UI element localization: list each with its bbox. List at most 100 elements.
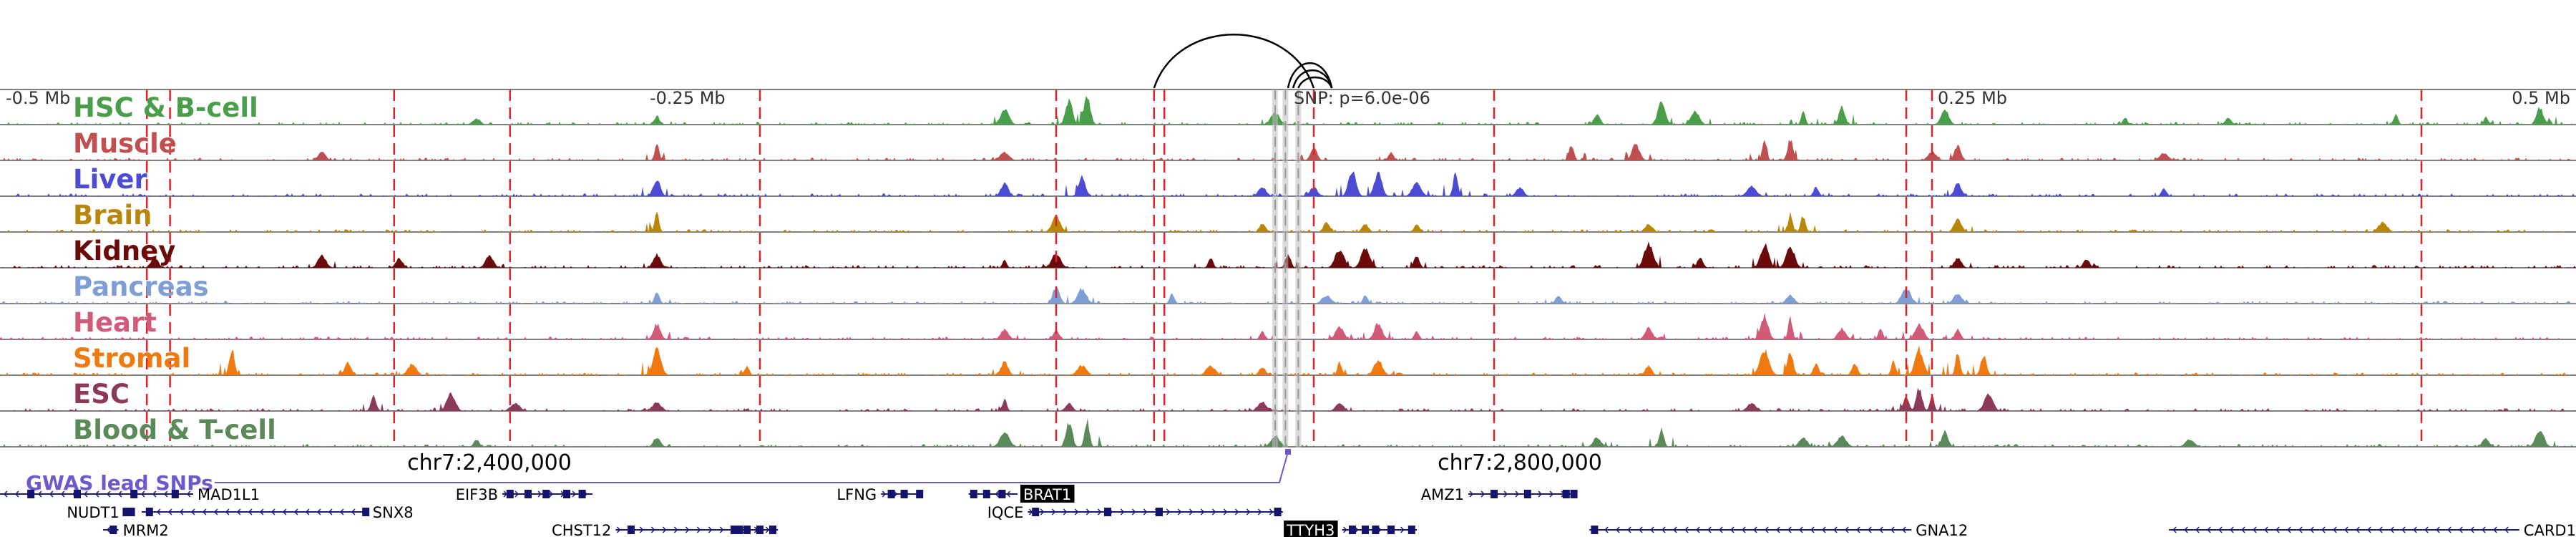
strand-arrow [2413, 526, 2417, 533]
strand-arrow [708, 526, 713, 533]
gene-gna12: GNA12 [1589, 522, 1968, 537]
track-label: Liver [73, 164, 147, 195]
strand-arrow [1538, 490, 1543, 498]
exon-block [769, 526, 776, 534]
track-label: Kidney [73, 236, 175, 266]
strand-arrow [3, 490, 8, 498]
strand-arrow [2356, 526, 2360, 533]
exon-block [900, 490, 908, 498]
strand-arrow [1765, 526, 1769, 533]
strand-arrow [1166, 508, 1171, 516]
strand-arrow [1730, 526, 1735, 533]
position-label: -0.5 Mb [6, 88, 70, 108]
strand-arrow [1696, 526, 1700, 533]
gene-label: LFNG [836, 486, 877, 503]
strand-arrow [1673, 526, 1677, 533]
strand-arrow [1627, 526, 1631, 533]
exon-block [1349, 526, 1356, 534]
strand-arrow [1515, 490, 1520, 498]
strand-arrow [1200, 508, 1205, 516]
strand-arrow [662, 526, 667, 533]
strand-arrow [1719, 526, 1723, 533]
strand-arrow [2504, 526, 2509, 533]
strand-arrow [1753, 526, 1757, 533]
strand-arrow [719, 526, 724, 533]
strand-arrow [305, 508, 310, 516]
strand-arrow [259, 508, 264, 516]
exon-block [731, 526, 738, 534]
gwas-track-label: GWAS lead SNPs [26, 471, 213, 495]
strand-arrow [83, 490, 88, 498]
strand-arrow [1776, 526, 1780, 533]
gene-label: IQCE [987, 504, 1024, 521]
strand-arrow [1868, 526, 1872, 533]
gene-label: EIF3B [456, 486, 498, 503]
gene-mad1l1: MAD1L1 [0, 486, 260, 503]
strand-arrow [2493, 526, 2497, 533]
strand-arrow [2424, 526, 2429, 533]
exon-block [506, 490, 514, 498]
strand-arrow [995, 490, 1000, 498]
strand-arrow [1223, 508, 1228, 516]
gene-eif3b: EIF3B [456, 486, 592, 503]
strand-arrow [328, 508, 333, 516]
strand-arrow [270, 508, 275, 516]
strand-arrow [2275, 526, 2280, 533]
strand-arrow [2230, 526, 2234, 533]
strand-arrow [106, 490, 111, 498]
strand-arrow [202, 508, 207, 516]
strand-arrow [1257, 508, 1262, 516]
exon-block [1591, 526, 1599, 534]
strand-arrow [106, 526, 111, 533]
gene-label: BRAT1 [1023, 486, 1071, 503]
strand-arrow [213, 508, 218, 516]
exon-block [171, 490, 179, 498]
strand-arrow [1085, 508, 1091, 516]
strand-arrow [2459, 526, 2463, 533]
strand-arrow [1097, 508, 1102, 516]
gene-label: TTYH3 [1286, 522, 1335, 537]
exon-block [362, 508, 370, 516]
strand-arrow [1189, 508, 1194, 516]
track-label: ESC [73, 379, 130, 410]
strand-arrow [1902, 526, 1906, 533]
strand-arrow [225, 508, 230, 516]
track-label: HSC & B-cell [73, 92, 258, 123]
strand-arrow [351, 508, 356, 516]
strand-arrow [1833, 526, 1838, 533]
strand-arrow [152, 490, 157, 498]
strand-arrow [2253, 526, 2257, 533]
position-label: 0.25 Mb [1938, 88, 2007, 108]
strand-arrow [765, 526, 770, 533]
strand-arrow [339, 508, 344, 516]
track-labels: HSC & B-cell Muscle Liver Brain Kidney Pancre… [73, 92, 276, 445]
strand-arrow [1799, 526, 1803, 533]
strand-arrow [537, 490, 542, 498]
gene-amz1: AMZ1 [1421, 486, 1578, 503]
strand-arrow [2287, 526, 2291, 533]
chrom-coordinate-label: chr7:2,800,000 [1438, 450, 1602, 475]
strand-arrow [1269, 508, 1274, 516]
gene-ttyh3: TTYH3 [1284, 521, 1417, 537]
strand-arrow [1177, 508, 1182, 516]
exon-block [1523, 490, 1531, 498]
position-label: -0.25 Mb [650, 88, 726, 108]
strand-arrow [1604, 526, 1609, 533]
strand-arrow [1469, 490, 1474, 498]
position-label: 0.5 Mb [2512, 88, 2570, 108]
strand-arrow [1845, 526, 1849, 533]
strand-arrow [236, 508, 241, 516]
exon-block [122, 508, 130, 516]
gene-label-highlight [1284, 521, 1338, 537]
strand-arrow [2207, 526, 2211, 533]
strand-arrow [1856, 526, 1860, 533]
gene-track: MAD1L1 EIF3B LFNG BRAT1 AMZ1 NUDT1 SNX8 IQCE MRM… [0, 485, 2576, 537]
strand-arrow [2367, 526, 2371, 533]
strand-arrow [37, 490, 42, 498]
strand-arrow [140, 490, 145, 498]
strand-arrow [186, 490, 191, 498]
exon-block [74, 490, 81, 498]
exon-block [1407, 526, 1415, 534]
exon-block [1362, 526, 1369, 534]
exon-block [916, 490, 924, 498]
